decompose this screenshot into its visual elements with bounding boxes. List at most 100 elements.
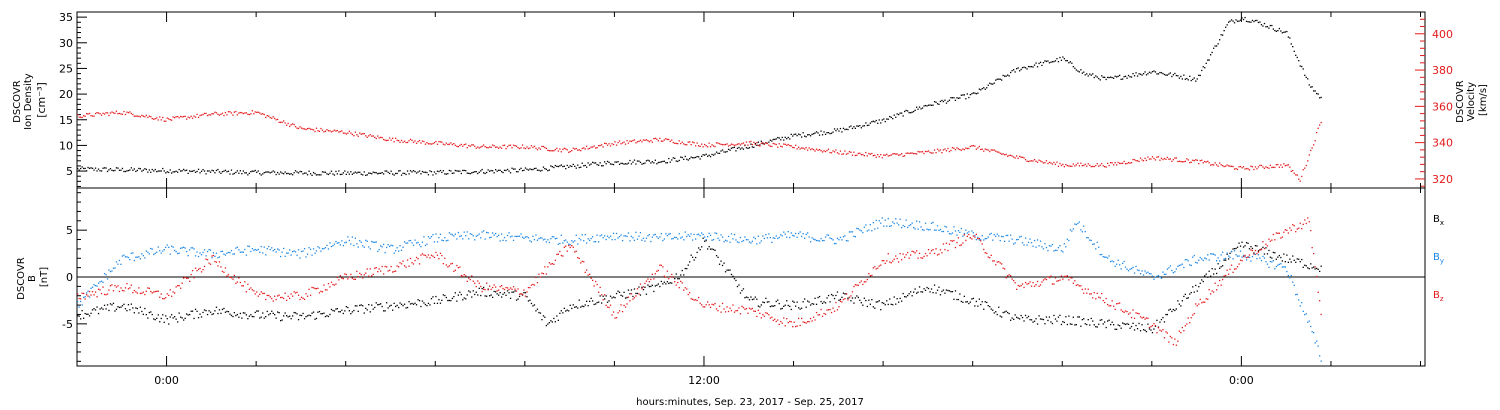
ion-density-series-point [348,173,350,175]
bx-series-point [1044,323,1046,325]
bz-series-point [707,301,709,303]
bz-series-point [466,280,468,282]
x-axis-title: hours:minutes, Sep. 23, 2017 - Sep. 25, … [636,397,864,408]
by-series-point [754,238,756,240]
by-series-point [929,228,931,231]
velocity-series-point [615,144,618,146]
velocity-series-point [145,114,147,116]
bz-series-point [1183,330,1185,332]
bz-series-point [272,300,274,302]
bx-series-point [184,317,186,319]
bz-series-point [1230,264,1233,266]
ion-density-series-point [150,171,152,173]
bz-series-point [883,260,885,262]
bz-series-point [281,296,283,299]
bz-series-point [1130,316,1133,319]
bx-series-point [777,299,779,301]
bx-series-point [238,316,240,318]
by-series-point [271,247,273,249]
velocity-series-point [1096,163,1098,165]
bz-series-point [1080,285,1082,287]
ion-density-series-point [612,163,615,166]
bx-series-point [1290,261,1292,263]
bz-series-point [1157,327,1160,329]
velocity-series-point [242,112,244,115]
bx-series-point [762,301,764,303]
bx-series-point [1101,319,1103,321]
by-series-point [317,246,319,248]
by-series-point [129,259,131,261]
bz-series-point [1099,297,1101,299]
bz-series-point [1251,249,1254,252]
ion-density-series-point [429,170,431,172]
bz-series-point [202,269,204,271]
bx-series-point [356,305,358,307]
bx-series-point [120,306,122,308]
by-series-point [1196,262,1198,264]
by-series-point [798,232,800,235]
bz-series-point [477,280,479,282]
velocity-series-point [1157,156,1160,158]
bx-series-point [798,307,800,309]
by-series-point [871,230,873,232]
bx-series-point [1039,318,1042,320]
bz-series-point [1007,275,1009,277]
velocity-series-point [695,145,697,147]
ion-density-series-point [984,88,986,90]
bx-series-point [810,304,812,306]
ion-density-series-point [892,118,894,120]
velocity-series-point [1099,164,1101,166]
by-series-point [1281,266,1283,268]
ion-density-series-point [338,170,340,172]
velocity-series-point [959,148,961,151]
velocity-series-point [1163,157,1166,160]
bx-series-point [133,312,135,314]
bx-series-point [203,309,206,311]
velocity-series-point [638,140,640,142]
velocity-series-point [1186,158,1188,160]
velocity-series-point [1208,162,1210,164]
by-series-point [1201,258,1203,260]
ion-density-series-point [445,173,447,175]
by-series-point [1122,262,1124,264]
bx-series-point [435,295,437,298]
velocity-series-point [471,144,473,146]
ion-density-series-point [438,170,440,173]
ion-density-series-point [541,169,543,172]
by-series-point [1226,252,1228,254]
bx-series-point [80,318,82,320]
by-series-point [1019,236,1021,238]
bx-series-point [741,289,743,292]
ion-density-series-point [502,171,504,174]
by-series-point [832,239,834,241]
by-series-point [757,235,759,237]
by-series-point [1242,254,1245,257]
velocity-series-point [1319,124,1321,126]
bz-series-point [1135,312,1137,314]
by-series-point [923,229,925,231]
by-series-point [84,296,86,298]
by-series-point [1111,260,1113,262]
bx-series-point [562,312,564,314]
ion-density-series-point [1059,56,1061,59]
bx-series-point [877,301,879,303]
bx-series-point [835,294,837,297]
bz-series-point [315,288,318,290]
ion-density-series-point [880,122,882,124]
velocity-series-point [890,154,892,156]
bz-series-point [650,278,652,281]
bz-series-point [1247,256,1249,258]
bx-series-point [1168,309,1170,311]
bz-series-point [286,299,288,301]
bz-series-point [586,269,588,271]
bx-series-point [1068,315,1070,317]
velocity-series-point [944,148,946,150]
bz-series-point [332,283,334,286]
by-series-point [1066,238,1068,240]
velocity-series-point [586,145,588,147]
ion-density-series-point [91,167,94,169]
bx-series-point [1184,293,1186,295]
by-series-point [268,245,270,248]
velocity-series-point [453,143,455,145]
by-series-point [1004,240,1006,242]
